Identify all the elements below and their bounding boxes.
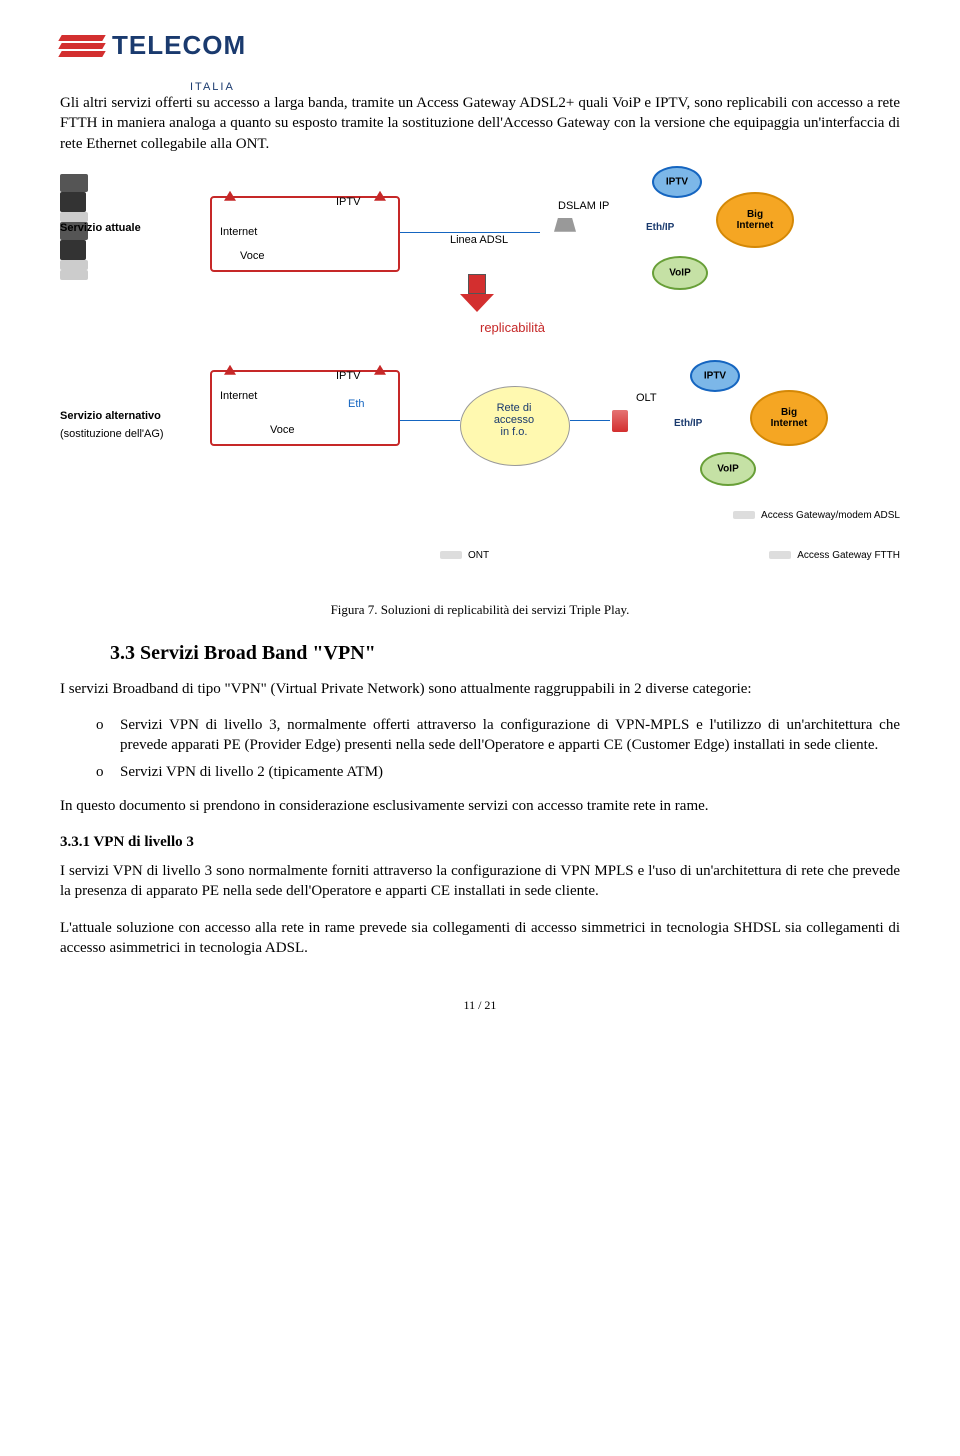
label-dslam-ip: DSLAM IP: [558, 200, 609, 212]
tv-icon-2: [60, 240, 86, 260]
logo: TELECOM: [60, 30, 900, 61]
list-item: o Servizi VPN di livello 2 (tipicamente …: [96, 762, 900, 782]
legend-ont: ONT: [440, 550, 489, 561]
label-internet-2: Internet: [220, 390, 257, 402]
dslam-icon: [554, 218, 576, 232]
cloud-big-bot: BigInternet: [750, 390, 828, 446]
paragraph-rame: In questo documento si prendono in consi…: [60, 796, 900, 816]
figure-caption: Figura 7. Soluzioni di replicabilità dei…: [60, 602, 900, 618]
page-footer: 11 / 21: [60, 998, 900, 1013]
arrow-down-icon: [460, 274, 494, 314]
label-ethip-2: Eth/IP: [674, 418, 702, 429]
paragraph-vpn3-1: I servizi VPN di livello 3 sono normalme…: [60, 861, 900, 902]
label-servizio-alt: Servizio alternativo: [60, 410, 200, 422]
label-rete: Rete diaccessoin f.o.: [484, 402, 544, 438]
paragraph-vpn3-2: L'attuale soluzione con accesso alla ret…: [60, 918, 900, 959]
bullet-icon: o: [96, 762, 110, 782]
label-iptv-top: IPTV: [336, 196, 360, 208]
heading-3-3-1: 3.3.1 VPN di livello 3: [60, 834, 900, 851]
figure-7-diagram: Servizio attuale Internet Voce IPTV Line…: [60, 174, 900, 594]
router-icon-1: [60, 212, 88, 222]
legend-ftth: Access Gateway FTTH: [769, 550, 900, 561]
label-voce-1: Voce: [240, 250, 264, 262]
logo-brand: TELECOM: [112, 30, 246, 61]
cloud-voip-top: VoIP: [652, 256, 708, 290]
label-replicabilita: replicabilità: [480, 320, 545, 335]
logo-subtext: ITALIA: [190, 81, 900, 93]
list-item: o Servizi VPN di livello 3, normalmente …: [96, 715, 900, 756]
label-internet-1: Internet: [220, 226, 257, 238]
cloud-iptv-bot: IPTV: [690, 360, 740, 392]
olt-icon: [612, 410, 628, 432]
box-alternative: [210, 370, 400, 446]
label-servizio-alt2: (sostituzione dell'AG): [60, 428, 200, 440]
legend-adsl: Access Gateway/modem ADSL: [733, 510, 900, 521]
heading-3-3: 3.3 Servizi Broad Band "VPN": [110, 642, 900, 665]
label-ethip-1: Eth/IP: [646, 222, 674, 233]
cloud-big-top: BigInternet: [716, 192, 794, 248]
logo-stripes-icon: [60, 35, 104, 57]
label-olt: OLT: [636, 392, 657, 404]
bullet-icon: o: [96, 715, 110, 756]
vpn-list: o Servizi VPN di livello 3, normalmente …: [96, 715, 900, 782]
laptop-icon: [60, 174, 88, 192]
label-iptv-2: IPTV: [336, 370, 360, 382]
paragraph-vpn-intro: I servizi Broadband di tipo "VPN" (Virtu…: [60, 679, 900, 699]
gateway-icon: [733, 511, 755, 519]
label-linea-adsl: Linea ADSL: [450, 234, 508, 246]
label-servizio-attuale: Servizio attuale: [60, 222, 190, 234]
cloud-iptv-top: IPTV: [652, 166, 702, 198]
ont-icon: [440, 551, 462, 559]
router-icon-2: [60, 260, 88, 270]
label-voce-2: Voce: [270, 424, 294, 436]
tv-icon: [60, 192, 86, 212]
gateway-ftth-icon: [769, 551, 791, 559]
paragraph-intro: Gli altri servizi offerti su accesso a l…: [60, 93, 900, 154]
router-icon-3: [60, 270, 88, 280]
label-eth: Eth: [348, 398, 365, 410]
cloud-voip-bot: VoIP: [700, 452, 756, 486]
